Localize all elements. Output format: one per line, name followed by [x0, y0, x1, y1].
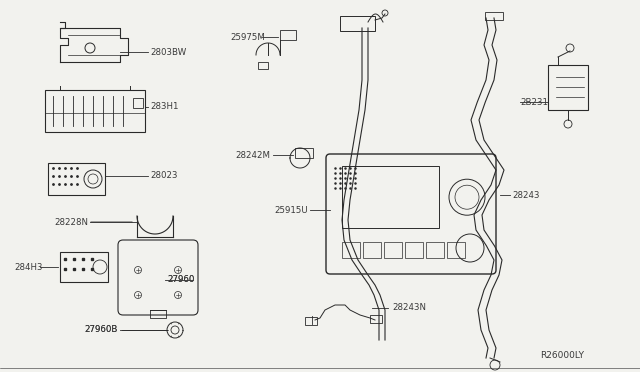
Bar [342, 166, 439, 228]
Text: 28023: 28023 [150, 171, 177, 180]
Text: 283H1: 283H1 [150, 102, 179, 111]
Bar [447, 242, 465, 258]
Bar [548, 65, 588, 110]
Bar [405, 242, 423, 258]
Text: 27960: 27960 [167, 276, 195, 285]
Text: 28243: 28243 [512, 190, 540, 199]
Bar [384, 242, 402, 258]
Bar [340, 16, 375, 31]
Text: 27960: 27960 [167, 276, 195, 285]
Text: 284H3: 284H3 [14, 263, 42, 272]
Bar [426, 242, 444, 258]
Bar [60, 252, 108, 282]
Bar [363, 242, 381, 258]
Text: 2B231: 2B231 [520, 97, 548, 106]
Text: R26000LY: R26000LY [540, 351, 584, 360]
Bar [280, 30, 296, 40]
Text: 2803BW: 2803BW [150, 48, 186, 57]
Bar [48, 163, 105, 195]
Bar [258, 62, 268, 69]
Bar [485, 12, 503, 20]
Bar [133, 98, 143, 108]
Bar [305, 317, 317, 325]
Text: 28242M: 28242M [235, 151, 270, 160]
Text: 25915U: 25915U [275, 205, 308, 215]
Text: 27960B: 27960B [84, 326, 118, 334]
Text: 28228N: 28228N [54, 218, 88, 227]
Bar [370, 315, 382, 323]
Bar [45, 90, 145, 132]
Text: 25975M: 25975M [230, 32, 265, 42]
Bar [342, 242, 360, 258]
Text: 27960B: 27960B [84, 326, 118, 334]
Bar [295, 148, 313, 158]
Text: 28243N: 28243N [392, 304, 426, 312]
